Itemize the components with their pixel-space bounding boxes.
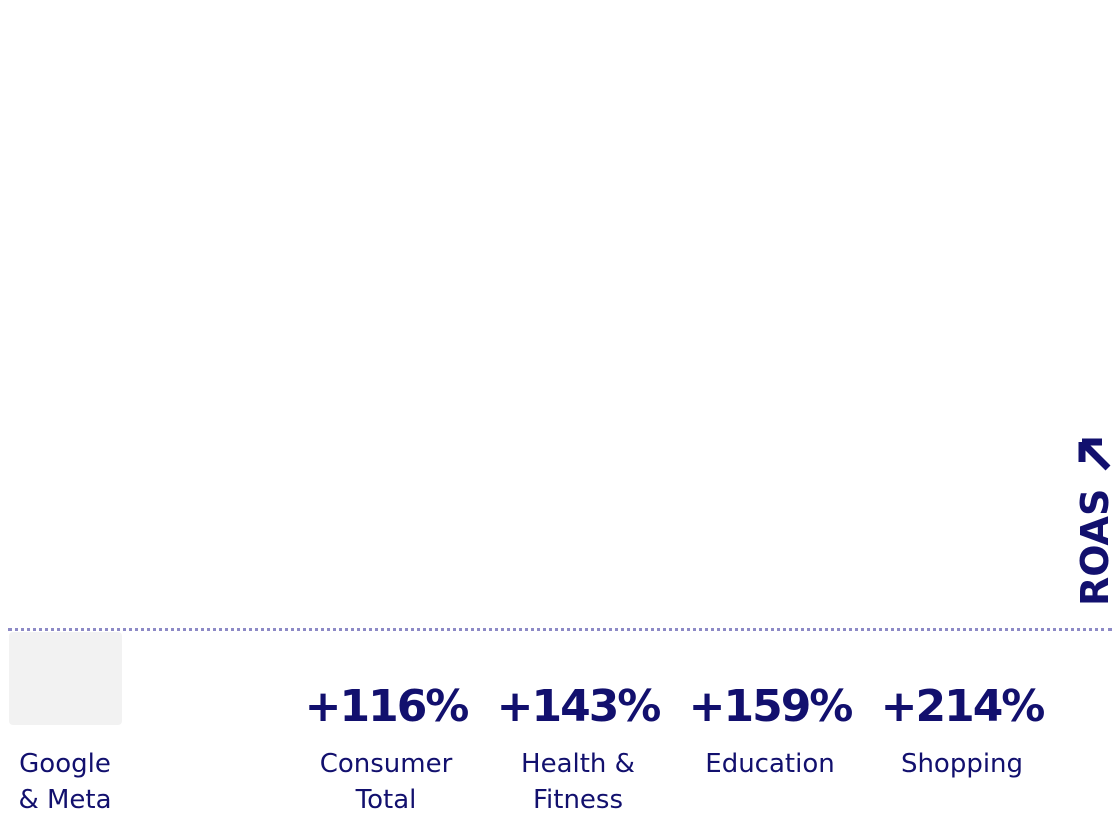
x-tick-label: Consumer Total — [319, 749, 453, 815]
y-axis-label: ROAS — [1073, 489, 1116, 606]
baseline — [8, 628, 1112, 631]
bar — [710, 328, 830, 626]
value-label: +214% — [880, 681, 1046, 732]
x-tick-label: Shopping — [900, 749, 1024, 779]
value-label: +143% — [496, 681, 662, 732]
bar — [518, 358, 638, 626]
baseline-box — [9, 632, 122, 725]
y-axis-label-group: ROAS — [1073, 438, 1116, 606]
x-tick-label: Google & Meta — [18, 749, 112, 815]
arrow-icon — [1078, 438, 1111, 471]
bar — [326, 409, 446, 626]
bar — [902, 226, 1022, 626]
x-tick-label: Education — [705, 749, 835, 779]
x-tick-label: Health & Fitness — [521, 749, 635, 815]
value-label: +159% — [688, 681, 854, 732]
value-label: +116% — [304, 681, 470, 732]
